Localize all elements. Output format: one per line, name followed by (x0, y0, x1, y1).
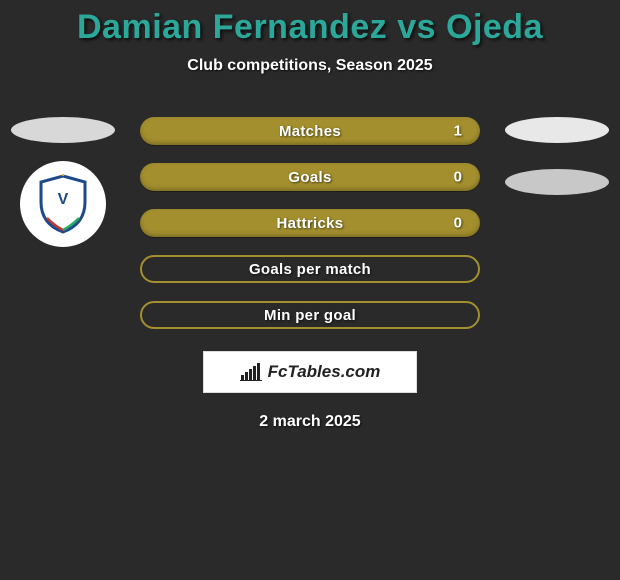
subtitle: Club competitions, Season 2025 (0, 57, 620, 75)
club-badge-left: V (20, 161, 106, 247)
svg-text:V: V (58, 191, 69, 208)
page-title: Damian Fernandez vs Ojeda (0, 8, 620, 47)
stat-row-hattricks: Hattricks 0 (140, 209, 480, 237)
stat-value: 1 (454, 123, 462, 140)
date-label: 2 march 2025 (0, 413, 620, 431)
stat-rows: Matches 1 Goals 0 Hattricks 0 Goals per … (140, 117, 480, 329)
stat-label: Min per goal (264, 307, 356, 324)
stat-row-matches: Matches 1 (140, 117, 480, 145)
player-left-photo-placeholder (11, 117, 115, 143)
stat-row-goals-per-match: Goals per match (140, 255, 480, 283)
stats-area: V Matches 1 Goals 0 Hat (0, 117, 620, 329)
branding-badge[interactable]: FcTables.com (203, 351, 417, 393)
player-right-column (502, 117, 612, 195)
bar-chart-icon (240, 363, 262, 381)
player-right-photo-placeholder-1 (505, 117, 609, 143)
stat-label: Goals per match (249, 261, 371, 278)
stat-value: 0 (454, 169, 462, 186)
stat-label: Hattricks (277, 215, 344, 232)
stat-label: Matches (279, 123, 341, 140)
comparison-card: Damian Fernandez vs Ojeda Club competiti… (0, 0, 620, 431)
stat-label: Goals (288, 169, 331, 186)
club-shield-icon: V (37, 174, 89, 234)
stat-row-goals: Goals 0 (140, 163, 480, 191)
branding-text: FcTables.com (268, 362, 381, 382)
player-left-column: V (8, 117, 118, 247)
player-right-photo-placeholder-2 (505, 169, 609, 195)
stat-value: 0 (454, 215, 462, 232)
stat-row-min-per-goal: Min per goal (140, 301, 480, 329)
